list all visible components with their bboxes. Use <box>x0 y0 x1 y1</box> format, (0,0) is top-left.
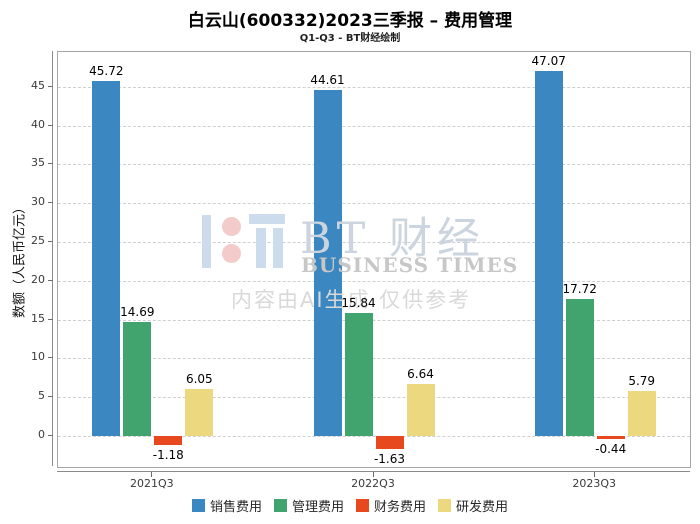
bar <box>185 389 214 436</box>
bar-value-label: 6.05 <box>185 372 213 387</box>
x-axis-tick-label: 2021Q3 <box>129 477 174 490</box>
bar-value-label: 5.79 <box>628 374 656 389</box>
legend-swatch-icon <box>438 499 452 512</box>
x-axis-tick-label: 2023Q3 <box>572 477 617 490</box>
bar-value-label: 6.64 <box>407 367 434 382</box>
y-axis-tick <box>48 396 53 398</box>
grid-line <box>58 86 690 88</box>
bar <box>565 298 594 436</box>
bar-value-label: 47.07 <box>531 53 566 68</box>
y-axis-tick <box>48 241 53 243</box>
plot-area: 45.72 44.61 47.07 14.69 15.84 17.72 -1.18 -1.63… <box>57 51 691 468</box>
y-axis-tick <box>48 85 53 87</box>
legend-item: 研发费用 <box>438 496 508 515</box>
bar-value-label: 15.84 <box>341 296 376 311</box>
grid-line <box>58 319 690 321</box>
y-axis-tick <box>48 202 53 204</box>
chart-legend: 销售费用 管理费用 财务费用 研发费用 <box>0 496 700 515</box>
bar <box>375 435 404 449</box>
legend-item: 销售费用 <box>191 496 262 515</box>
y-axis-tick-label: 45 <box>31 78 45 92</box>
bar <box>313 89 342 436</box>
legend-label: 财务费用 <box>374 500 427 515</box>
y-axis-tick <box>48 279 53 281</box>
y-axis-tick-label: 20 <box>31 272 45 286</box>
x-axis-tick <box>593 472 595 477</box>
chart-title: 白云山(600332)2023三季报 – 费用管理 <box>187 11 513 31</box>
x-axis-tick-label: 2022Q3 <box>351 477 395 490</box>
bar-value-label: -1.18 <box>152 448 184 463</box>
legend-item: 管理费用 <box>273 496 344 515</box>
y-axis-tick-label: 35 <box>31 156 45 170</box>
y-axis-tick-label: 25 <box>31 234 45 248</box>
bar-value-label: 14.69 <box>120 305 155 320</box>
x-axis-spine <box>57 471 690 472</box>
legend-label: 管理费用 <box>291 500 344 515</box>
y-axis-tick <box>48 163 53 165</box>
bar <box>154 435 183 446</box>
x-axis-tick <box>372 472 374 477</box>
chart-subtitle: Q1-Q3 - BT财经绘制 <box>299 33 401 44</box>
grid-line <box>58 242 690 244</box>
bar-value-label: -1.63 <box>373 451 406 466</box>
grid-line <box>58 358 690 360</box>
legend-swatch-icon <box>273 499 287 512</box>
legend-label: 研发费用 <box>456 500 509 515</box>
grid-line <box>58 280 690 282</box>
grid-line <box>58 397 690 399</box>
y-axis-tick <box>48 434 53 436</box>
grid-line <box>58 203 690 205</box>
bar-value-label: -0.44 <box>595 442 627 457</box>
grid-line <box>58 435 690 437</box>
grid-line <box>58 164 690 166</box>
legend-swatch-icon <box>356 499 369 512</box>
bar-value-label: 44.61 <box>310 72 345 87</box>
bar <box>344 313 373 436</box>
bar <box>92 81 121 436</box>
y-axis-tick-label: 15 <box>31 311 45 325</box>
bar <box>123 322 152 436</box>
y-axis-tick-label: 40 <box>31 117 45 131</box>
bar <box>406 384 435 436</box>
y-axis-tick <box>48 318 53 320</box>
y-axis-tick <box>48 357 53 359</box>
grid-line <box>58 125 690 127</box>
bar <box>534 70 563 436</box>
legend-label: 销售费用 <box>209 500 262 515</box>
bar <box>596 435 625 440</box>
y-axis-tick <box>48 124 53 126</box>
y-axis-label: 数额（人民币亿元） <box>12 201 28 319</box>
y-axis-tick-label: 10 <box>31 350 45 364</box>
legend-item: 财务费用 <box>356 496 426 515</box>
x-axis-tick <box>151 472 153 477</box>
legend-swatch-icon <box>191 499 205 512</box>
y-axis-tick-label: 5 <box>38 389 45 403</box>
bar-value-label: 17.72 <box>562 281 597 296</box>
y-axis-tick-label: 30 <box>31 195 45 209</box>
bar <box>627 391 656 436</box>
y-axis-spine <box>52 51 53 466</box>
y-axis-tick-label: 0 <box>38 427 45 441</box>
bar-value-label: 45.72 <box>89 64 124 79</box>
